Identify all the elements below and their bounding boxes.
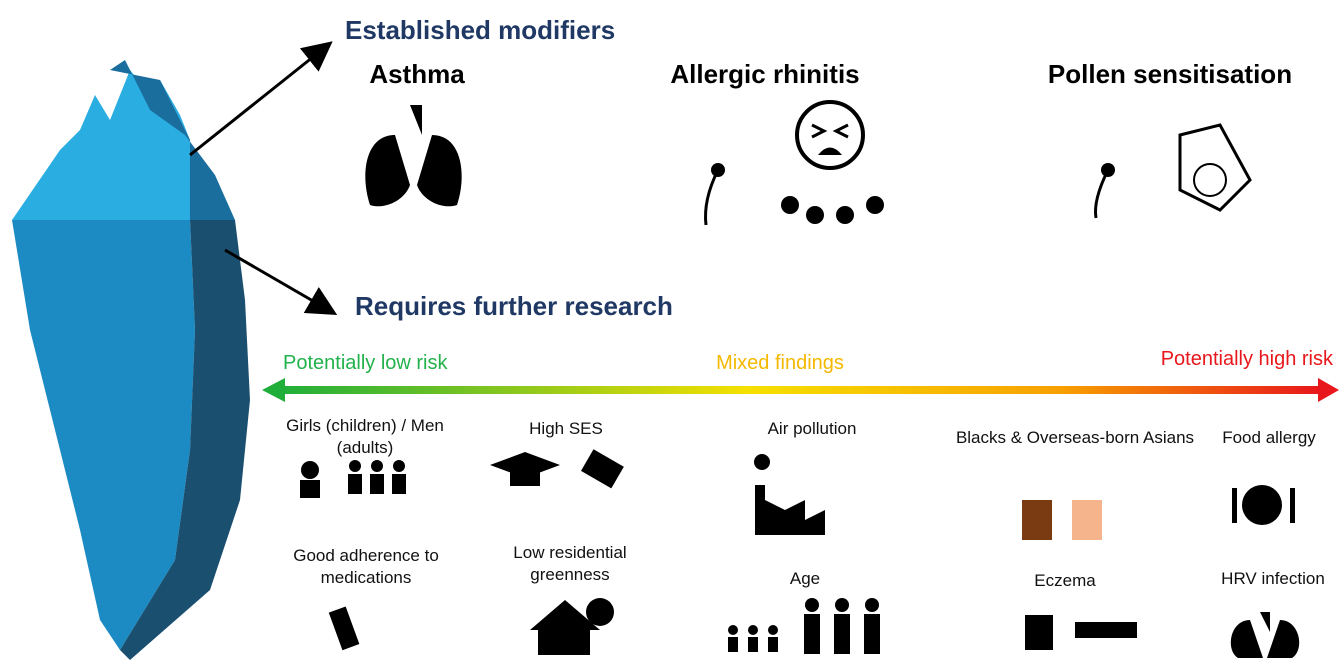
factor: High SES (496, 418, 636, 440)
factor: Age (745, 568, 865, 590)
factor: HRV infection (1208, 568, 1338, 590)
factor: Girls (children) / Men (adults) (285, 415, 445, 459)
factor: Air pollution (732, 418, 892, 440)
factor: Eczema (1005, 570, 1125, 592)
modifier: Pollen sensitisation (1000, 58, 1339, 92)
risk-scale (262, 378, 1339, 402)
factor: Good adherence to medications (266, 545, 466, 589)
scale-label: Mixed findings (680, 350, 880, 376)
arrow (190, 45, 328, 155)
modifier: Asthma (317, 58, 517, 92)
scale-label: Potentially low risk (283, 350, 448, 376)
iceberg (12, 60, 250, 660)
factor: Blacks & Overseas-born Asians (955, 427, 1195, 449)
scale-label: Potentially high risk (1161, 346, 1333, 372)
modifier: Allergic rhinitis (615, 58, 915, 92)
factor: Food allergy (1200, 427, 1338, 449)
illustration (0, 0, 1339, 660)
heading: Requires further research (355, 290, 673, 324)
heading: Established modifiers (345, 14, 615, 48)
factor: Low residential greenness (490, 542, 650, 586)
page: Established modifiers Asthma Allergic rh… (0, 0, 1339, 660)
